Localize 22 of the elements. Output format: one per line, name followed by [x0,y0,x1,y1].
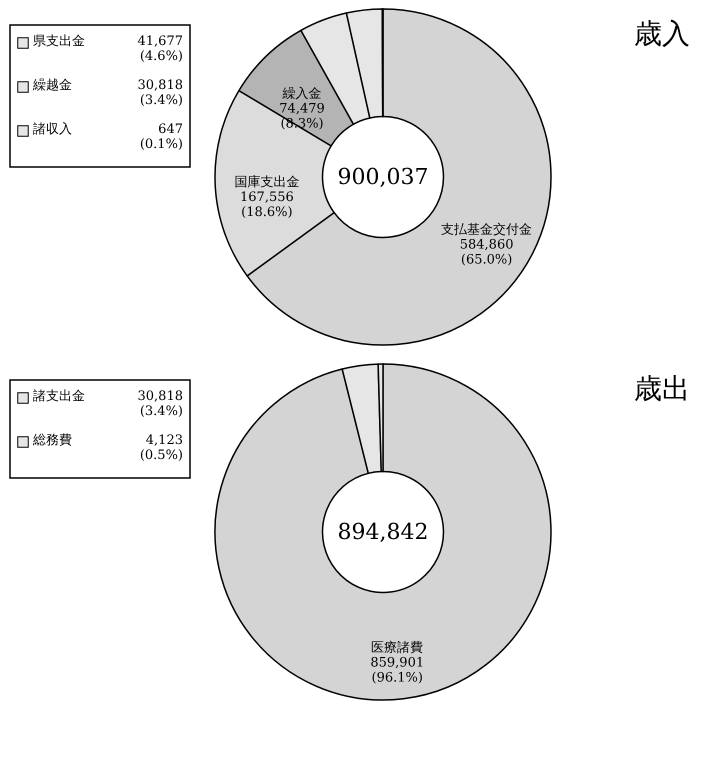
slice-label: 支払基金交付金 [441,222,532,238]
legend-label: 諸支出金 [33,389,85,404]
data-label: 647 (0.1%) [140,122,183,152]
donut-slice [214,363,552,700]
text: 894,842 [338,520,428,545]
data-label: 4,123 (0.5%) [140,433,183,463]
text: 歳入 [634,17,690,50]
data-label: 30,818 (3.4%) [138,389,183,419]
legend-label: 県支出金 [33,34,85,49]
data-label: 859,901 (96.1%) [370,655,424,686]
text: 900,037 [338,165,428,190]
data-label: 584,860 (65.0%) [460,238,514,268]
data-label: 30,818 (3.4%) [138,78,183,108]
text: 歳出 [634,372,690,405]
legend-label: 繰越金 [32,78,72,93]
legend-label: 諸収入 [33,122,72,137]
slice-label: 国庫支出金 [234,174,300,190]
data-label: 167,556 (18.6%) [240,190,294,220]
slice-label: 繰入金 [282,86,322,102]
legend-label: 総務費 [32,433,72,448]
slice-label: 医療諸費 [371,640,424,656]
data-label: 41,677 (4.6%) [138,34,183,64]
